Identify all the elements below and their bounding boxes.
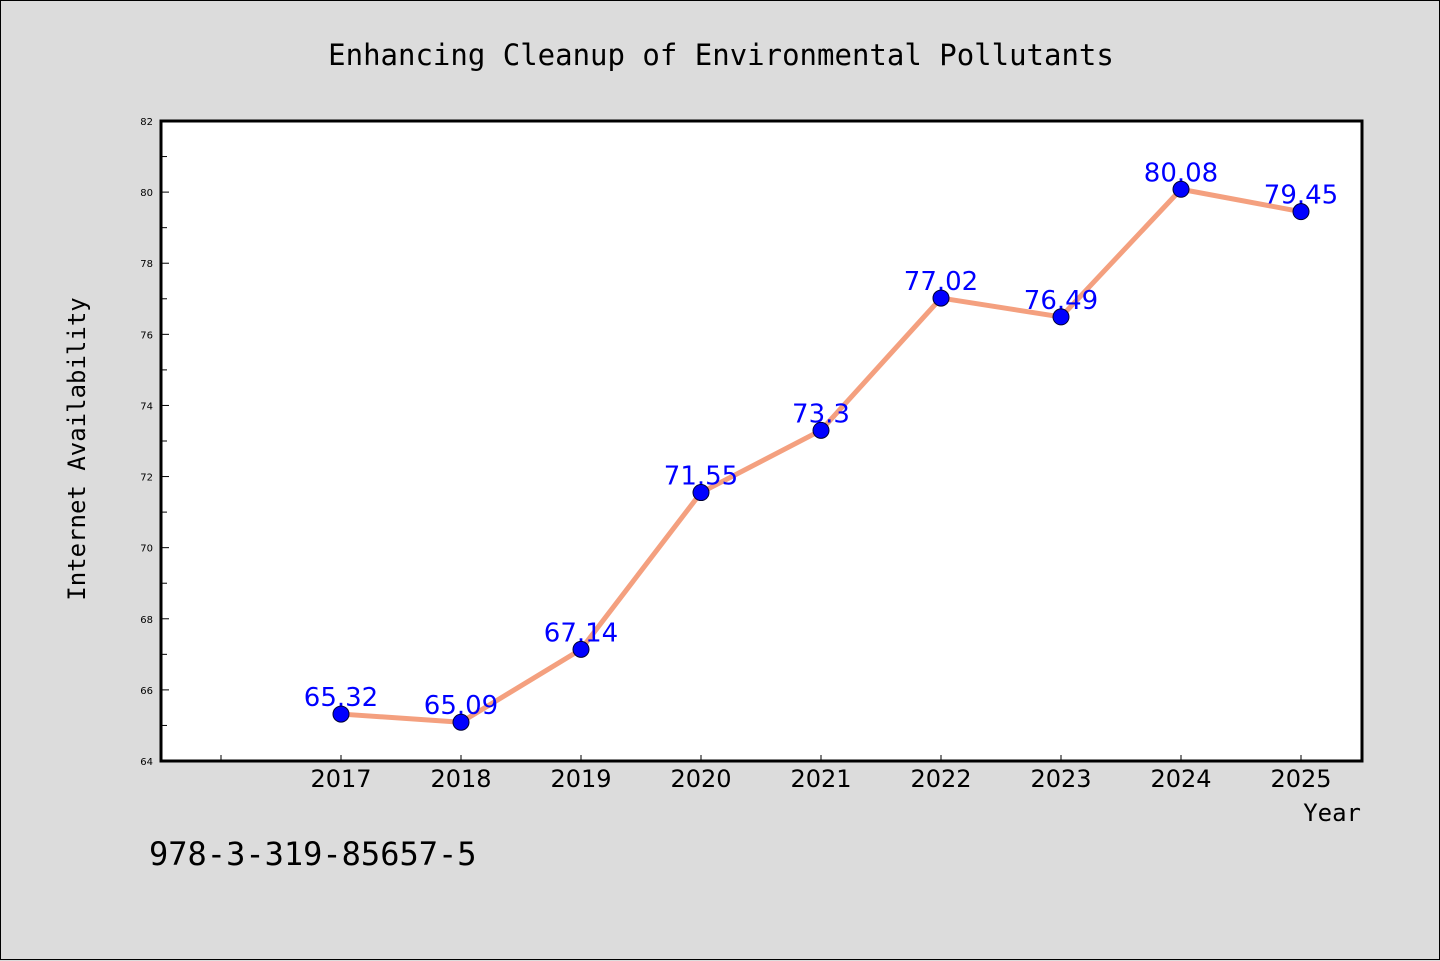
y-tick-label: 70 [140, 544, 153, 555]
y-tick-label: 78 [140, 259, 153, 270]
plot-area [159, 119, 1364, 763]
x-tick-label: 2022 [910, 765, 971, 793]
y-tick-label: 80 [140, 188, 153, 199]
series-layer: 65.32 65.0967.1471.5573.377.0276.4980.087… [304, 158, 1338, 731]
x-axis-label: Year [1303, 799, 1361, 827]
data-point [1172, 180, 1190, 198]
data-point [452, 713, 470, 731]
data-point [572, 640, 590, 658]
y-tick-label: 76 [140, 330, 153, 341]
y-tick-label: 64 [140, 757, 153, 768]
chart-title: Enhancing Cleanup of Environmental Pollu… [328, 38, 1114, 72]
isbn-footer: 978-3-319-85657-5 [149, 835, 477, 873]
data-point [1292, 203, 1310, 221]
x-tick-label: 2025 [1270, 765, 1331, 793]
x-tick-label: 2018 [430, 765, 491, 793]
y-tick-label: 82 [140, 117, 153, 128]
y-tick-label: 74 [140, 401, 153, 412]
x-axis: 2017 2018 2019 2020 2021 2022 2023 2024 2025 [220, 755, 1332, 793]
data-point [932, 289, 950, 307]
x-tick-label: 2021 [790, 765, 851, 793]
x-tick-label: 2017 [310, 765, 371, 793]
data-point [1052, 308, 1070, 326]
x-tick-label: 2020 [670, 765, 731, 793]
y-tick-label: 66 [140, 686, 153, 697]
data-point [692, 484, 710, 502]
x-tick-label: 2024 [1150, 765, 1211, 793]
data-point [332, 705, 350, 723]
x-tick-label: 2019 [550, 765, 611, 793]
y-axis: 64 66 68 70 72 74 76 78 80 82 [140, 117, 169, 768]
x-tick-label: 2023 [1030, 765, 1091, 793]
data-point [812, 421, 830, 439]
y-tick-label: 72 [140, 473, 153, 484]
y-tick-label: 68 [140, 615, 153, 626]
y-axis-label: Internet Availability [63, 297, 91, 600]
